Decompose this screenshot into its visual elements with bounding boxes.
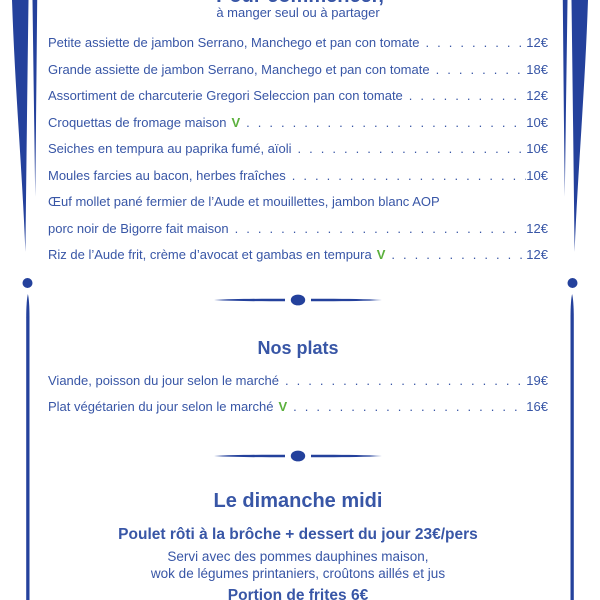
menu-item-name: Assortiment de charcuterie Gregori Selec… xyxy=(48,88,403,103)
menu-item-price: 10€ xyxy=(526,141,548,156)
right-border-ornament xyxy=(555,0,600,600)
menu-item-row: Œuf mollet pané fermier de l’Aude et mou… xyxy=(48,189,548,216)
menu-item-price: 12€ xyxy=(526,35,548,50)
menu-item-row: Seiches en tempura au paprika fumé, aïol… xyxy=(48,136,548,163)
menu-item-price: 16€ xyxy=(526,399,548,414)
vegetarian-icon: V xyxy=(231,114,241,130)
vegetarian-icon: V xyxy=(376,247,386,262)
dot-leader xyxy=(286,163,527,190)
menu-item-price: 10€ xyxy=(526,167,548,183)
dot-leader xyxy=(419,30,526,57)
dot-leader xyxy=(287,394,526,421)
line-dot-divider-icon xyxy=(214,450,382,461)
menu-item-row: Grande assiette de jambon Serrano, Manch… xyxy=(48,57,548,84)
menu-item-name: Moules farcies au bacon, herbes fraîches xyxy=(48,167,286,183)
starters-list: Petite assiette de jambon Serrano, Manch… xyxy=(48,30,548,269)
menu-item-row: Moules farcies au bacon, herbes fraîches… xyxy=(48,163,548,190)
menu-item-price: 12€ xyxy=(526,247,548,262)
tapered-stroke-icon xyxy=(562,0,588,600)
dot-leader xyxy=(292,136,527,163)
left-border-ornament xyxy=(0,0,45,600)
menu-item-row: porc noir de Bigorre fait maison 12€ xyxy=(48,216,548,243)
menu-item-price: 10€ xyxy=(526,114,548,130)
menu-item-row: Petite assiette de jambon Serrano, Manch… xyxy=(48,30,548,57)
line-dot-divider-icon xyxy=(214,294,382,305)
menu-item-row: Riz de l’Aude frit, crème d’avocat et ga… xyxy=(48,242,548,269)
menu-item-name: Seiches en tempura au paprika fumé, aïol… xyxy=(48,141,292,156)
section-divider xyxy=(213,293,383,307)
menu-item-name: Œuf mollet pané fermier de l’Aude et mou… xyxy=(48,194,440,209)
menu-item-name: Croquettas de fromage maison xyxy=(48,114,227,130)
sunday-description-line: Servi avec des pommes dauphines maison, xyxy=(167,548,429,564)
sunday-fries-line: Portion de frites 6€ xyxy=(227,586,369,600)
menu-item-row: Assortiment de charcuterie Gregori Selec… xyxy=(48,83,548,110)
menu-item-row: Viande, poisson du jour selon le marché 1… xyxy=(48,368,548,395)
menu-item-name: Grande assiette de jambon Serrano, Manch… xyxy=(48,61,430,77)
menu-item-price: 12€ xyxy=(526,220,548,236)
sunday-offer-line: Poulet rôti à la brôche + dessert du jou… xyxy=(118,525,478,543)
vegetarian-icon: V xyxy=(278,399,288,414)
menu-item-row: Plat végétarien du jour selon le marché V… xyxy=(48,394,548,421)
dot-leader xyxy=(403,83,527,110)
menu-content: à manger seul ou à partager Petite assie… xyxy=(0,5,600,600)
dot-leader xyxy=(279,368,526,395)
tapered-stroke-icon xyxy=(12,0,38,600)
plats-heading: Nos plats xyxy=(257,337,339,358)
menu-item-price: 19€ xyxy=(526,372,548,388)
dot-leader xyxy=(430,57,527,84)
dot-leader xyxy=(240,110,526,137)
dot-leader xyxy=(385,242,526,269)
starters-subtitle: à manger seul ou à partager xyxy=(216,5,380,20)
plats-list: Viande, poisson du jour selon le marché 1… xyxy=(48,368,548,421)
section-divider xyxy=(213,449,383,463)
menu-item-price: 18€ xyxy=(526,61,548,77)
menu-item-name: porc noir de Bigorre fait maison xyxy=(48,220,229,236)
menu-item-name: Riz de l’Aude frit, crème d’avocat et ga… xyxy=(48,247,372,262)
menu-item-price: 12€ xyxy=(526,88,548,103)
sunday-heading: Le dimanche midi xyxy=(213,489,383,512)
dot-leader xyxy=(229,216,527,243)
section-title-pour-commencer: Pour commencer, xyxy=(0,0,600,6)
menu-item-name: Petite assiette de jambon Serrano, Manch… xyxy=(48,35,420,50)
menu-item-name: Viande, poisson du jour selon le marché xyxy=(48,372,280,388)
menu-item-name: Plat végétarien du jour selon le marché xyxy=(48,399,274,414)
cut-title-clip: Pour commencer, xyxy=(0,0,600,6)
sunday-description-line: wok de légumes printaniers, croûtons ail… xyxy=(150,565,446,581)
